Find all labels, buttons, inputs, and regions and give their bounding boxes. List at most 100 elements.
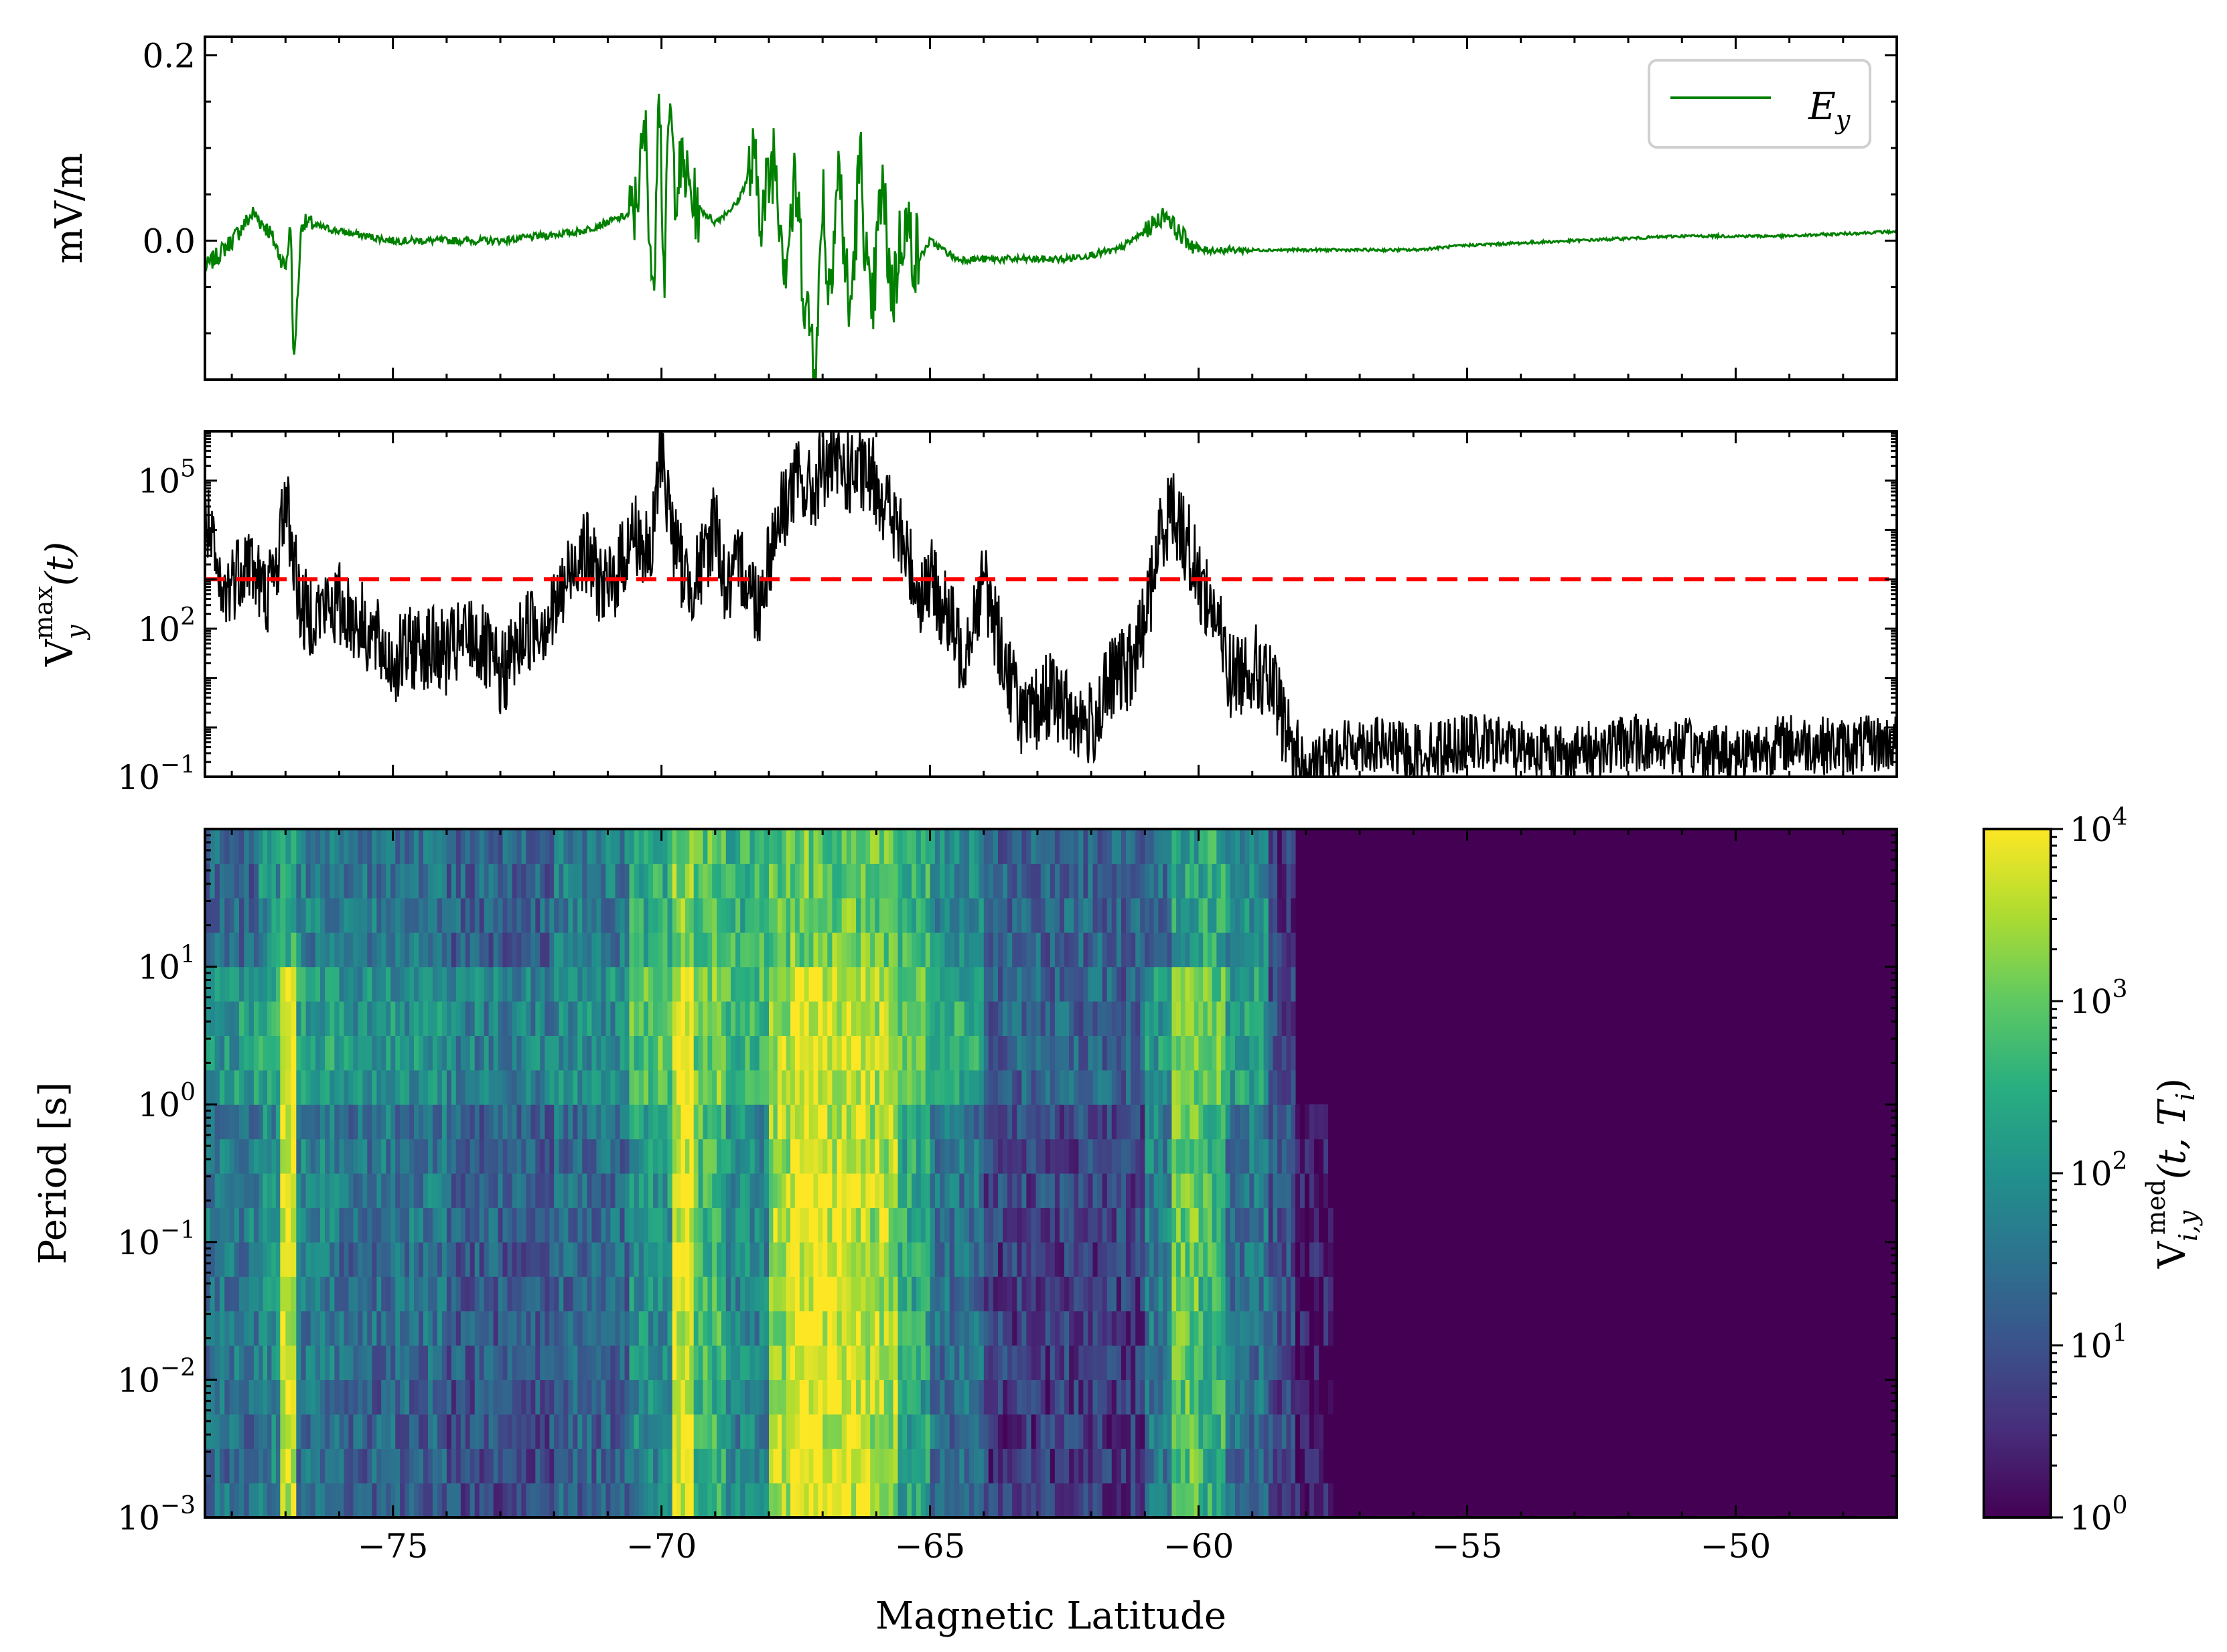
heatmap-cell bbox=[925, 1345, 931, 1380]
heatmap-cell bbox=[1074, 932, 1079, 968]
heatmap-cell bbox=[897, 1379, 903, 1415]
heatmap-cell bbox=[998, 1448, 1003, 1484]
heatmap-cell bbox=[879, 1035, 885, 1071]
heatmap-cell bbox=[1158, 966, 1163, 1002]
heatmap-cell bbox=[488, 1069, 494, 1105]
heatmap-cell bbox=[358, 1069, 363, 1105]
heatmap-cell bbox=[1230, 1035, 1236, 1071]
heatmap-cell bbox=[1031, 1207, 1037, 1243]
heatmap-cell bbox=[305, 1173, 311, 1208]
heatmap-cell bbox=[764, 966, 770, 1002]
heatmap-cell bbox=[348, 966, 354, 1002]
heatmap-cell bbox=[386, 863, 391, 899]
heatmap-cell bbox=[339, 1276, 345, 1312]
heatmap-cell bbox=[1198, 966, 1204, 1002]
heatmap-cell bbox=[693, 1276, 699, 1312]
heatmap-cell bbox=[1225, 1173, 1231, 1208]
heatmap-cell bbox=[764, 1035, 770, 1071]
heatmap-cell bbox=[1295, 1310, 1301, 1346]
heatmap-cell bbox=[879, 1138, 885, 1174]
heatmap-cell bbox=[968, 829, 975, 864]
heatmap-cell bbox=[615, 1310, 621, 1346]
heatmap-cell bbox=[680, 1138, 686, 1174]
heatmap-cell bbox=[638, 1173, 644, 1208]
heatmap-cell bbox=[1198, 1242, 1204, 1277]
heatmap-cell bbox=[1102, 1173, 1108, 1208]
heatmap-cell bbox=[870, 1173, 875, 1208]
heatmap-cell bbox=[460, 1345, 466, 1380]
heatmap-cell bbox=[662, 1448, 668, 1484]
heatmap-cell bbox=[1131, 1276, 1136, 1312]
heatmap-cell bbox=[376, 1483, 382, 1517]
heatmap-cell bbox=[902, 829, 908, 864]
heatmap-cell bbox=[362, 1001, 368, 1036]
heatmap-cell bbox=[512, 1276, 518, 1312]
heatmap-cell bbox=[827, 1448, 833, 1484]
heatmap-cell bbox=[883, 1207, 889, 1243]
heatmap-cell bbox=[253, 863, 259, 899]
heatmap-cell bbox=[964, 1207, 970, 1243]
heatmap-cell bbox=[271, 1276, 277, 1312]
heatmap-cell bbox=[498, 966, 504, 1002]
heatmap-cell bbox=[310, 1207, 316, 1243]
heatmap-cell bbox=[1263, 1035, 1269, 1071]
heatmap-cell bbox=[1286, 1345, 1291, 1380]
heatmap-cell bbox=[1153, 1035, 1159, 1071]
heatmap-cell bbox=[1244, 1173, 1250, 1208]
heatmap-cell bbox=[620, 829, 626, 864]
heatmap-cell bbox=[1185, 1138, 1190, 1174]
heatmap-cell bbox=[841, 1345, 847, 1380]
heatmap-cell bbox=[1225, 1448, 1231, 1484]
heatmap-cell bbox=[794, 1207, 800, 1243]
heatmap-cell bbox=[1286, 966, 1291, 1002]
heatmap-cell bbox=[259, 1069, 264, 1105]
heatmap-cell bbox=[1045, 1448, 1051, 1484]
heatmap-cell bbox=[749, 1242, 756, 1277]
heatmap-cell bbox=[1111, 1138, 1117, 1174]
heatmap-cell bbox=[1198, 1104, 1204, 1140]
heatmap-cell bbox=[841, 1379, 847, 1415]
heatmap-cell bbox=[680, 829, 686, 864]
heatmap-cell bbox=[1074, 1104, 1079, 1140]
heatmap-cell bbox=[1254, 1242, 1260, 1277]
heatmap-cell bbox=[601, 1483, 606, 1517]
heatmap-cell bbox=[1135, 932, 1141, 968]
heatmap-cell bbox=[648, 1276, 654, 1312]
heatmap-cell bbox=[773, 1138, 778, 1174]
heatmap-cell bbox=[735, 1345, 741, 1380]
heatmap-cell bbox=[653, 829, 658, 864]
heatmap-cell bbox=[353, 1173, 358, 1208]
heatmap-cell bbox=[1319, 1173, 1324, 1208]
heatmap-cell bbox=[1083, 1035, 1089, 1071]
heatmap-cell bbox=[516, 1276, 522, 1312]
heatmap-cell bbox=[861, 1414, 866, 1449]
heatmap-cell bbox=[1035, 1242, 1041, 1277]
heatmap-cell bbox=[1017, 1069, 1022, 1105]
heatmap-cell bbox=[703, 863, 708, 899]
heatmap-cell bbox=[267, 1138, 272, 1174]
heatmap-cell bbox=[1026, 932, 1032, 968]
heatmap-cell bbox=[813, 1035, 818, 1071]
heatmap-cell bbox=[526, 897, 531, 933]
heatmap-cell bbox=[725, 829, 731, 864]
heatmap-cell bbox=[386, 1138, 391, 1174]
heatmap-cell bbox=[832, 1001, 838, 1036]
heatmap-cell bbox=[229, 1001, 235, 1036]
heatmap-cell bbox=[267, 966, 272, 1002]
heatmap-cell bbox=[1035, 897, 1041, 933]
heatmap-cell bbox=[362, 1104, 368, 1140]
heatmap-cell bbox=[721, 1207, 727, 1243]
heatmap-cell bbox=[507, 1104, 513, 1140]
heatmap-cell bbox=[400, 1138, 405, 1174]
heatmap-cell bbox=[205, 1001, 210, 1036]
heatmap-cell bbox=[334, 1035, 340, 1071]
heatmap-cell bbox=[949, 966, 955, 1002]
heatmap-cell bbox=[907, 1001, 912, 1036]
heatmap-cell bbox=[629, 1483, 635, 1517]
heatmap-cell bbox=[353, 932, 358, 968]
heatmap-cell bbox=[353, 1138, 358, 1174]
heatmap-cell bbox=[1176, 863, 1181, 899]
heatmap-cell bbox=[745, 1207, 751, 1243]
heatmap-cell bbox=[731, 932, 736, 968]
heatmap-cell bbox=[414, 1345, 419, 1380]
